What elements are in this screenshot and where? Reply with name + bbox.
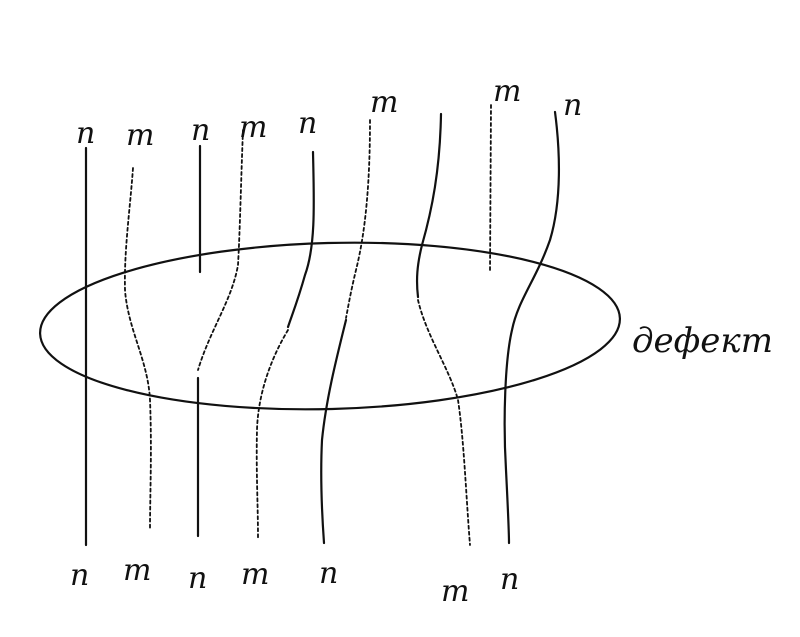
- bottom-label-5: n: [319, 556, 338, 591]
- bottom-label-7: n: [500, 562, 519, 597]
- top-label-3: n: [191, 113, 210, 148]
- top-label-4: m: [239, 110, 267, 145]
- strand-3-middle-dashed: [197, 129, 244, 371]
- bottom-label-1: n: [70, 558, 89, 593]
- top-label-1: n: [76, 116, 95, 151]
- top-label-8: n: [563, 88, 582, 123]
- top-label-7: m: [493, 74, 521, 109]
- bottom-label-3: n: [188, 561, 207, 596]
- strand-6-lower-dashed: [417, 299, 471, 546]
- strand-7-dashed-stub: [489, 104, 492, 273]
- defect-region-ellipse: [38, 241, 622, 411]
- defect-label: дефект: [632, 321, 773, 361]
- strand-8-solid: [503, 110, 560, 545]
- top-label-2: m: [126, 118, 154, 153]
- bottom-label-4: m: [241, 557, 269, 592]
- strand-4-lower-dashed: [255, 329, 289, 539]
- strand-5-upper-dashed: [345, 119, 371, 319]
- strand-5-lower-solid: [320, 318, 348, 545]
- strand-2-dashed: [123, 167, 152, 531]
- bottom-label-2: m: [123, 553, 151, 588]
- strand-4-upper-solid: [286, 150, 315, 329]
- bottom-label-6: m: [441, 574, 469, 609]
- top-label-6: m: [370, 85, 398, 120]
- strand-6-upper-solid: [415, 112, 443, 299]
- top-label-5: n: [298, 106, 317, 141]
